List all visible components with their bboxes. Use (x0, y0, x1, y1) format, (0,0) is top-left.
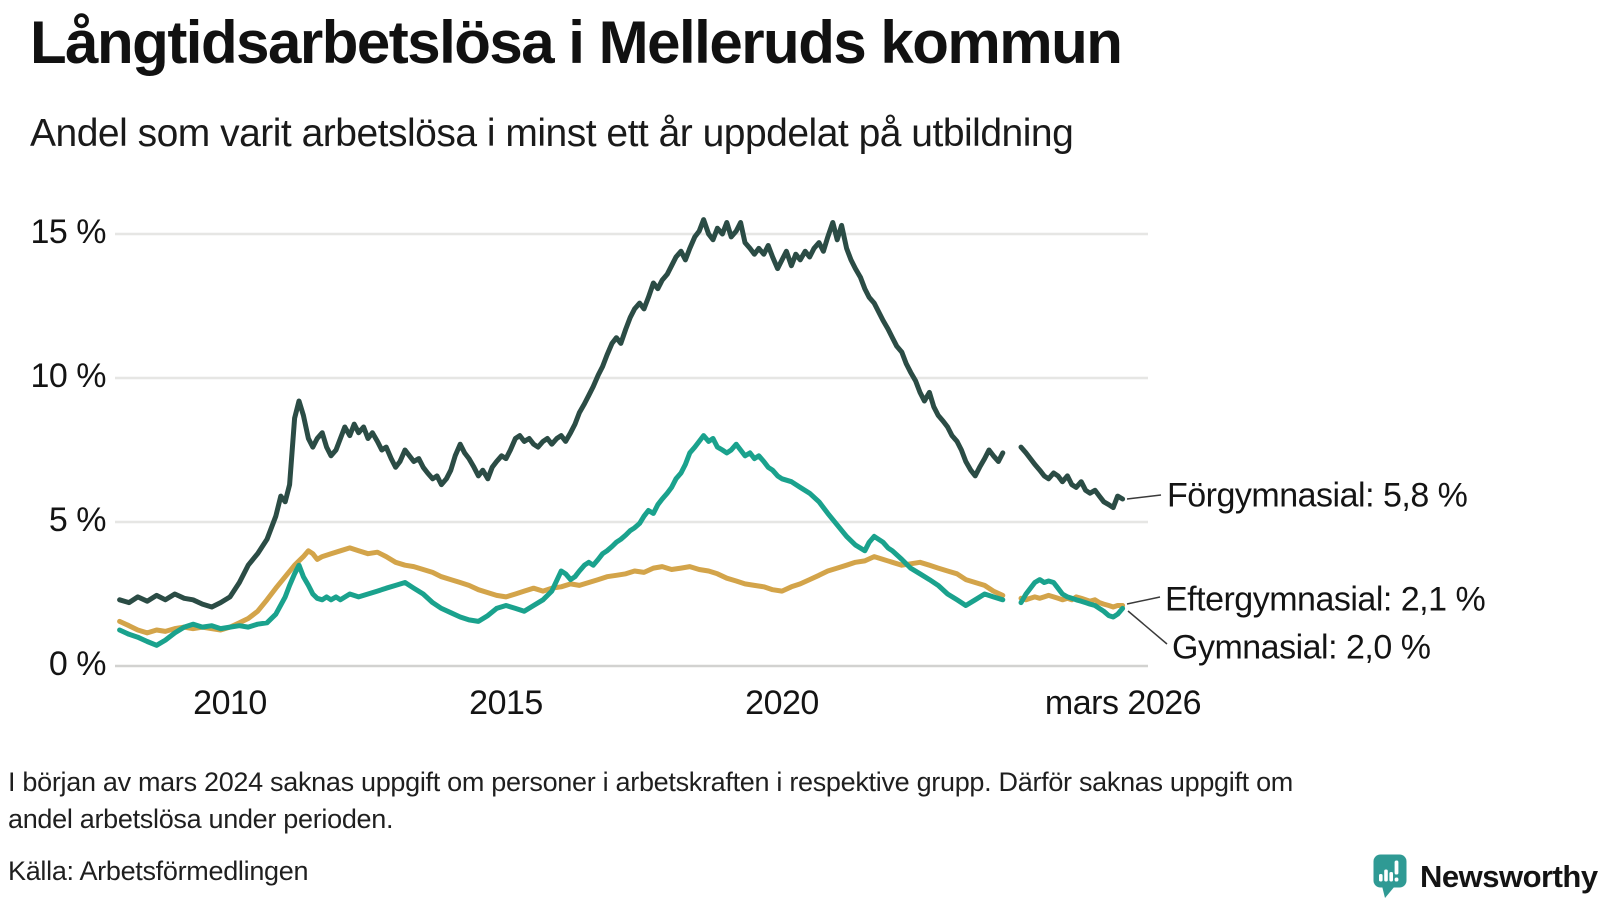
footnote: I början av mars 2024 saknas uppgift om … (8, 764, 1293, 838)
end-label-gymnasial: Gymnasial: 2,0 % (1172, 628, 1431, 667)
newsworthy-logo-icon (1373, 854, 1407, 898)
chart-subtitle: Andel som varit arbetslösa i minst ett å… (30, 112, 1074, 155)
x-tick-2015: 2015 (469, 684, 543, 722)
y-tick-0: 0 % (48, 644, 107, 683)
end-label-forgymnasial: Förgymnasial: 5,8 % (1167, 476, 1468, 515)
connector-forgymnasial (1126, 494, 1162, 500)
y-tick-15: 15 % (30, 212, 107, 251)
end-label-eftergymnasial: Eftergymnasial: 2,1 % (1165, 580, 1486, 619)
page-title: Långtidsarbetslösa i Melleruds kommun (30, 9, 1123, 76)
source-attribution: Källa: Arbetsförmedlingen (8, 856, 309, 886)
line-forgymnasial-after-gap (1018, 444, 1126, 511)
connector-eftergymnasial (1126, 596, 1161, 605)
line-gymnasial (117, 433, 1006, 648)
x-tick-2020: 2020 (745, 684, 819, 722)
line-eftergymnasial-after-gap (1018, 592, 1126, 610)
y-tick-5: 5 % (48, 500, 107, 539)
x-tick-2010: 2010 (193, 684, 267, 722)
line-gymnasial-after-gap (1018, 577, 1126, 620)
y-tick-10: 10 % (30, 356, 107, 395)
x-tick-mars-2026: mars 2026 (1044, 684, 1202, 722)
newsworthy-logo-text: Newsworthy (1420, 859, 1598, 894)
series-lines (117, 217, 1126, 648)
label-connectors (1126, 494, 1168, 645)
footnote-line-2: andel arbetslösa under perioden. (8, 804, 394, 834)
line-forgymnasial (117, 217, 1006, 610)
connector-gymnasial (1127, 610, 1168, 645)
line-eftergymnasial (117, 545, 1006, 636)
gridlines (115, 232, 1148, 668)
newsworthy-logo: Newsworthy (1372, 853, 1598, 900)
footnote-line-1: I början av mars 2024 saknas uppgift om … (8, 767, 1293, 797)
